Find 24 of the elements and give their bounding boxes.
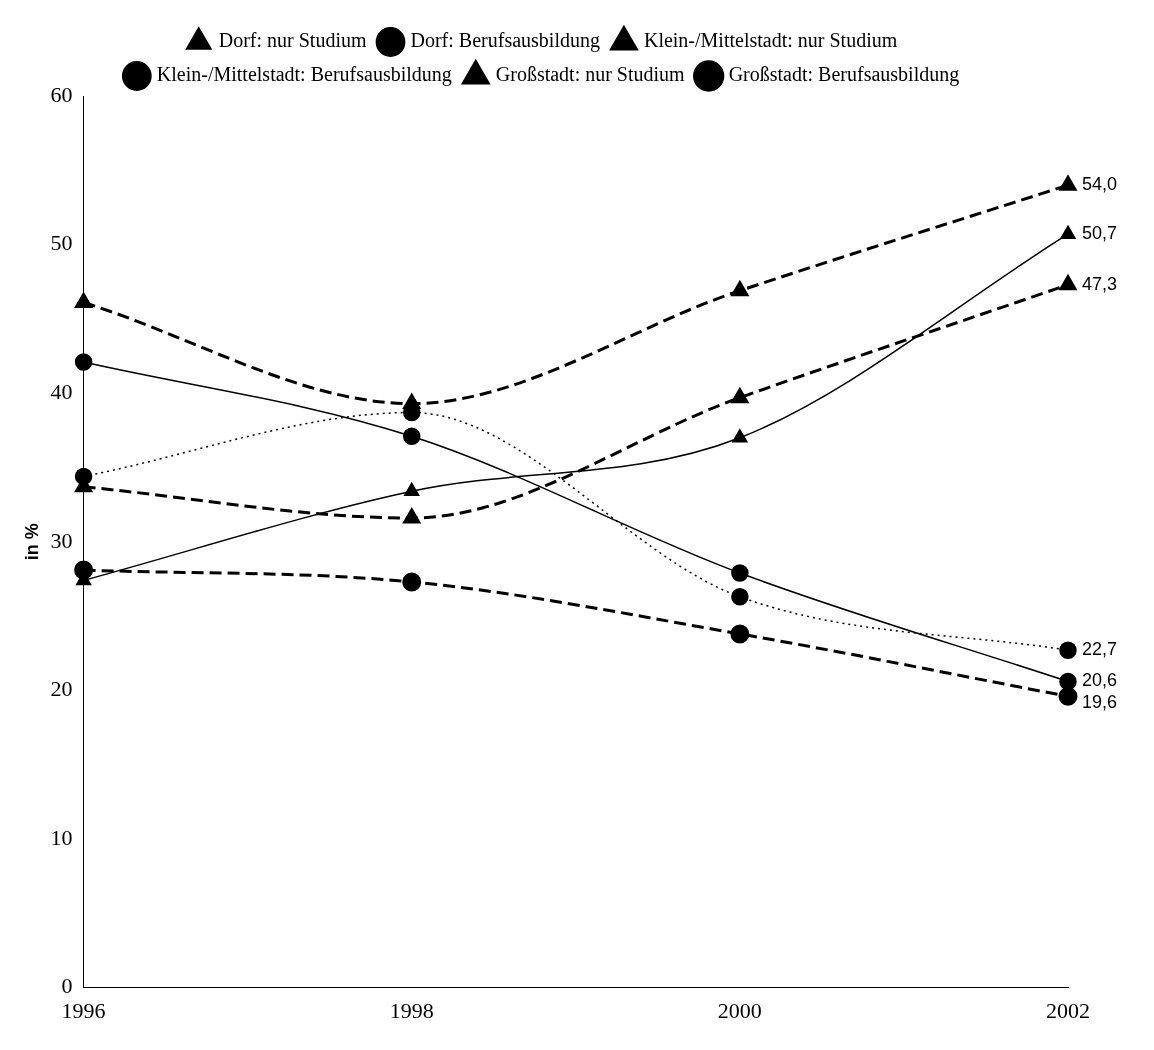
y-tick-label: 50 bbox=[50, 230, 73, 256]
legend-label: Dorf: Berufsausbildung bbox=[410, 29, 600, 53]
x-tick-label: 2000 bbox=[717, 997, 762, 1023]
x-tick-label: 1996 bbox=[61, 997, 106, 1023]
data-label: 22,7 bbox=[1082, 639, 1118, 660]
legend-label: Großstadt: nur Studium bbox=[495, 63, 686, 86]
y-tick-label: 10 bbox=[50, 824, 73, 850]
data-label: 20,6 bbox=[1082, 670, 1118, 691]
y-tick-label: 40 bbox=[50, 378, 73, 404]
y-tick-label: 20 bbox=[50, 676, 73, 702]
x-tick-label: 2002 bbox=[1046, 997, 1090, 1023]
y-tick-label: 30 bbox=[50, 527, 73, 553]
data-label: 19,6 bbox=[1082, 692, 1118, 713]
legend-label: Dorf: nur Studium bbox=[218, 29, 367, 52]
legend-label: Klein-/Mittelstadt: nur Studium bbox=[643, 29, 898, 52]
y-tick-label: 60 bbox=[50, 81, 73, 107]
data-label: 47,3 bbox=[1082, 273, 1118, 294]
data-label: 54,0 bbox=[1082, 174, 1118, 195]
data-label: 50,7 bbox=[1082, 223, 1118, 244]
legend-label: Großstadt: Berufsausbildung bbox=[728, 63, 960, 87]
legend-label: Klein-/Mittelstadt: Berufsausbildung bbox=[156, 63, 452, 87]
y-axis-title: in % bbox=[21, 523, 42, 561]
x-tick-label: 1998 bbox=[389, 997, 434, 1023]
y-tick-label: 0 bbox=[61, 973, 73, 999]
